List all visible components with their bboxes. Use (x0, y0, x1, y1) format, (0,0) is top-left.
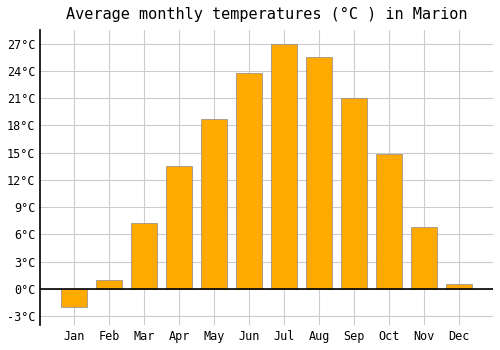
Bar (96, 280, 122, 289)
Bar (201, 119, 228, 289)
Bar (306, 57, 332, 289)
Bar (61, 289, 87, 307)
Bar (341, 98, 367, 289)
Bar (376, 154, 402, 289)
Bar (271, 44, 297, 289)
Bar (446, 284, 472, 289)
Bar (131, 224, 157, 289)
Bar (236, 73, 262, 289)
Title: Average monthly temperatures (°C ) in Marion: Average monthly temperatures (°C ) in Ma… (66, 7, 468, 22)
Bar (166, 166, 192, 289)
Bar (411, 227, 438, 289)
